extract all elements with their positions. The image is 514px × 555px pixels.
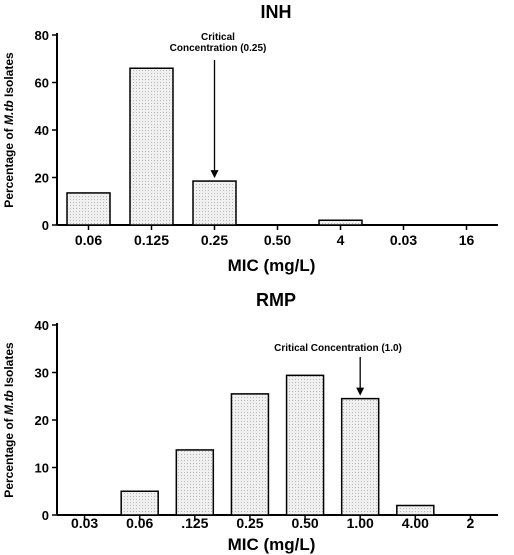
bar-0.25 — [230, 393, 270, 516]
x-tick-label: 0.03 — [71, 515, 98, 531]
bar-.125 — [175, 449, 215, 516]
x-tick-label: 0.50 — [291, 515, 318, 531]
annotation-text: Critical — [201, 32, 235, 43]
x-tick-label: 0.06 — [75, 232, 102, 248]
y-tick-label: 40 — [35, 123, 49, 138]
bar-0.50 — [285, 374, 325, 516]
x-axis-label: MIC (mg/L) — [228, 256, 316, 275]
y-axis-label-part: M.tb — [2, 100, 16, 125]
x-tick-label: 1.00 — [347, 515, 374, 531]
x-tick-label: 0.03 — [390, 232, 417, 248]
y-axis-label-part: Percentage of — [2, 125, 16, 208]
annotation-arrow-head — [210, 170, 219, 179]
y-tick-label: 0 — [42, 218, 49, 233]
y-axis-label-part: Percentage of — [2, 415, 16, 498]
annotation-text: Concentration (0.25) — [170, 43, 267, 54]
x-tick-label: 4.00 — [402, 515, 429, 531]
x-tick-label: 0.06 — [126, 515, 153, 531]
bar-0.125 — [129, 67, 174, 226]
x-tick-label: 16 — [459, 232, 475, 248]
y-tick-label: 40 — [35, 318, 49, 333]
chart-title: RMP — [256, 290, 296, 310]
chart-panel-rmp: RMP 0 10 20 30 40 0.03 0.06 .125 0.25 0.50 1.00 4.00… — [2, 290, 498, 554]
x-tick-label: 2 — [467, 515, 475, 531]
bar-1.00 — [340, 397, 380, 516]
y-tick-label: 30 — [35, 366, 49, 381]
chart-panel-inh: INH 0 20 40 60 80 0.06 0.125 0.25 0.50 4 0.03 16 MIC … — [2, 2, 498, 275]
bar-0.06 — [66, 192, 111, 226]
annotation-arrow-head — [356, 387, 365, 396]
y-tick-label: 10 — [35, 461, 49, 476]
x-tick-label: 0.25 — [201, 232, 228, 248]
y-tick-label: 0 — [42, 508, 49, 523]
chart-title: INH — [261, 2, 292, 22]
y-axis-label: Percentage of M.tb Isolates — [2, 52, 16, 208]
y-axis-label: Percentage of M.tb Isolates — [2, 342, 16, 498]
y-tick-label: 60 — [35, 76, 49, 91]
bar-0.25 — [192, 180, 237, 226]
x-tick-label: 0.25 — [236, 515, 263, 531]
x-axis-label: MIC (mg/L) — [228, 535, 316, 554]
x-tick-label: 0.50 — [264, 232, 291, 248]
bar-0.06 — [120, 490, 159, 516]
x-tick-label: 0.125 — [134, 232, 169, 248]
bar-4.00 — [396, 504, 435, 516]
bar-4 — [318, 219, 363, 226]
annotation-text: Critical Concentration (1.0) — [274, 343, 402, 354]
y-tick-label: 80 — [35, 28, 49, 43]
y-tick-label: 20 — [35, 171, 49, 186]
x-tick-label: .125 — [181, 515, 208, 531]
x-tick-label: 4 — [337, 232, 345, 248]
y-tick-label: 20 — [35, 413, 49, 428]
y-axis-label-part: Isolates — [2, 52, 16, 100]
y-axis-label-part: Isolates — [2, 342, 16, 390]
y-axis-label-part: M.tb — [2, 390, 16, 415]
